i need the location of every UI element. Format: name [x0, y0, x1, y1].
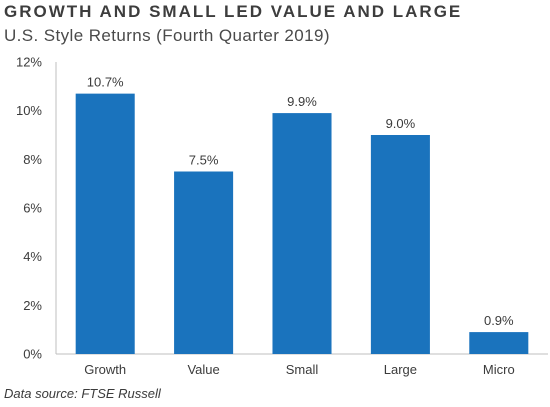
bar-large	[370, 135, 430, 354]
bars	[75, 93, 529, 354]
bar-growth	[75, 93, 135, 354]
y-tick-label: 10%	[16, 103, 42, 118]
y-tick-label: 12%	[16, 55, 42, 70]
x-tick-label-large: Large	[384, 362, 417, 377]
data-labels: 10.7% 7.5% 9.9% 9.0% 0.9%	[87, 75, 514, 328]
x-axis-labels: Growth Value Small Large Micro	[84, 362, 514, 377]
data-label-growth: 10.7%	[87, 75, 124, 90]
y-tick-label: 4%	[23, 249, 42, 264]
y-tick-label: 6%	[23, 201, 42, 216]
data-label-small: 9.9%	[287, 94, 317, 109]
y-tick-label: 8%	[23, 152, 42, 167]
y-tick-label: 2%	[23, 298, 42, 313]
chart-title: GROWTH AND SMALL LED VALUE AND LARGE	[4, 2, 463, 21]
bar-small	[272, 113, 332, 354]
data-label-large: 9.0%	[386, 116, 416, 131]
y-axis-labels: 0% 2% 4% 6% 8% 10% 12%	[16, 55, 42, 362]
data-label-value: 7.5%	[189, 153, 219, 168]
data-label-micro: 0.9%	[484, 313, 514, 328]
x-tick-label-micro: Micro	[483, 362, 515, 377]
bar-value	[174, 171, 234, 354]
bar-micro	[469, 332, 529, 354]
y-tick-label: 0%	[23, 347, 42, 362]
x-tick-label-small: Small	[286, 362, 319, 377]
x-tick-label-value: Value	[187, 362, 219, 377]
chart-source: Data source: FTSE Russell	[4, 386, 161, 401]
chart-subtitle: U.S. Style Returns (Fourth Quarter 2019)	[4, 26, 330, 45]
x-tick-label-growth: Growth	[84, 362, 126, 377]
